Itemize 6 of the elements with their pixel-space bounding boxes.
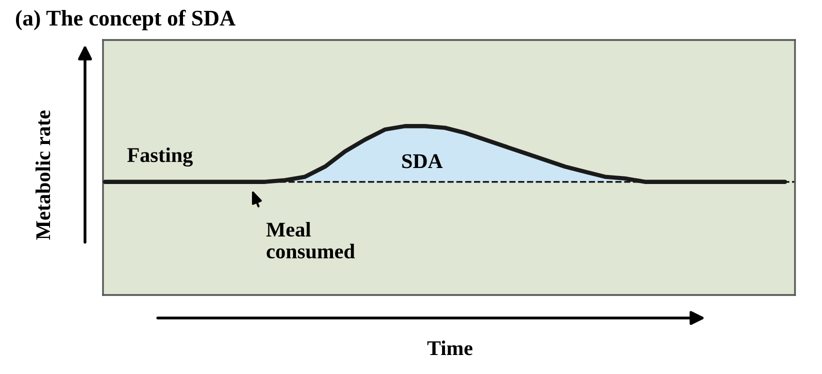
annotation: Fasting xyxy=(127,147,193,167)
annotation: Meal consumed xyxy=(266,222,355,258)
x-axis-title: Time xyxy=(427,340,472,356)
y-axis-title: Metabolic rate xyxy=(36,110,50,240)
annotation: SDA xyxy=(402,154,443,168)
chart-title: (a) The concept of SDA xyxy=(16,10,236,30)
